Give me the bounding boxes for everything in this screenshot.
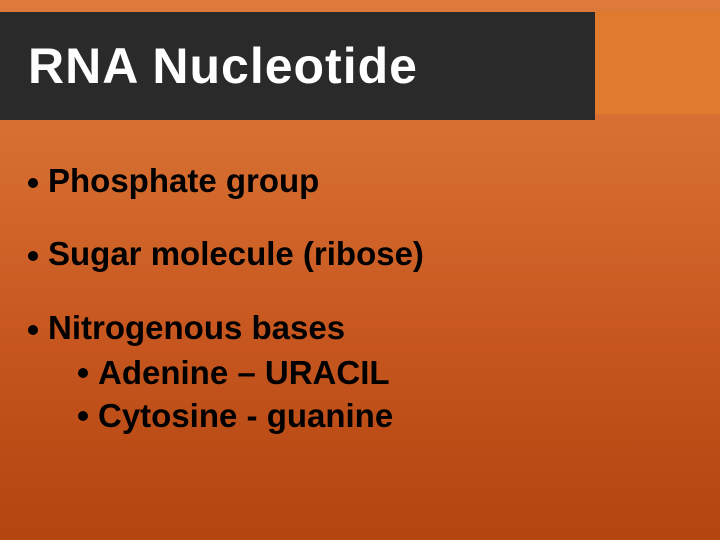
bullet-item: Nitrogenous bases	[28, 307, 692, 348]
sub-bullet-item: Adenine – URACIL	[78, 352, 692, 393]
title-bar: RNA Nucleotide	[0, 12, 595, 120]
sub-bullet-text: Adenine – URACIL	[98, 352, 390, 393]
bullet-item: Sugar molecule (ribose)	[28, 233, 692, 274]
bullet-text: Phosphate group	[48, 160, 319, 201]
sub-bullet-text: Cytosine - guanine	[98, 395, 393, 436]
slide-title: RNA Nucleotide	[28, 37, 418, 95]
sub-bullet-list: Adenine – URACIL Cytosine - guanine	[78, 352, 692, 437]
bullet-icon	[78, 411, 88, 421]
slide: RNA Nucleotide Phosphate group Sugar mol…	[0, 0, 720, 540]
bullet-text: Sugar molecule (ribose)	[48, 233, 424, 274]
bullet-text: Nitrogenous bases	[48, 307, 345, 348]
bullet-icon	[28, 325, 38, 335]
bullet-icon	[28, 251, 38, 261]
sub-bullet-item: Cytosine - guanine	[78, 395, 692, 436]
bullet-icon	[78, 368, 88, 378]
accent-block	[595, 12, 720, 114]
bullet-item: Phosphate group	[28, 160, 692, 201]
bullet-icon	[28, 178, 38, 188]
slide-content: Phosphate group Sugar molecule (ribose) …	[28, 160, 692, 438]
